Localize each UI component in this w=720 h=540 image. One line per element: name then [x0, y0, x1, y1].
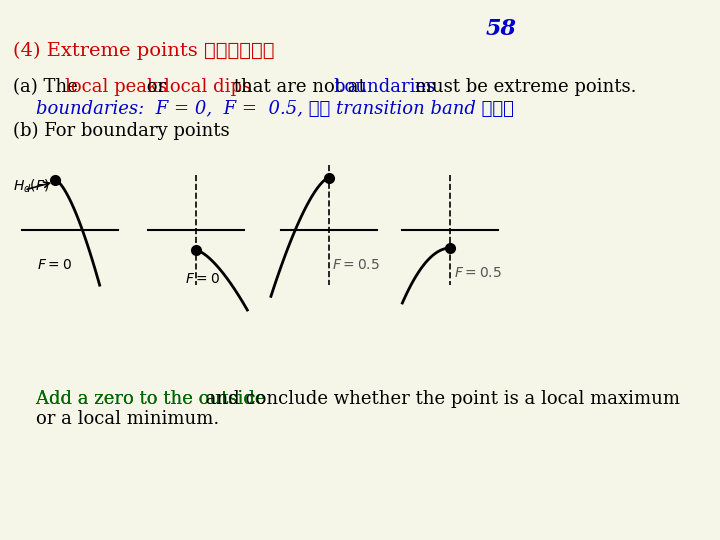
- Text: 58: 58: [486, 18, 517, 40]
- Text: (b) For boundary points: (b) For boundary points: [13, 122, 230, 140]
- Text: boundaries: boundaries: [334, 78, 436, 96]
- Text: (4) Extreme points 判斷的規則：: (4) Extreme points 判斷的規則：: [13, 42, 275, 60]
- Text: Add a zero to the outside: Add a zero to the outside: [13, 390, 266, 408]
- Text: $F=0.5$: $F=0.5$: [454, 266, 502, 280]
- Text: $F=0$: $F=0$: [184, 272, 220, 286]
- Text: must be extreme points.: must be extreme points.: [409, 78, 636, 96]
- Text: Add a zero to the outside: Add a zero to the outside: [13, 390, 266, 408]
- Text: $F=0$: $F=0$: [37, 258, 72, 272]
- Text: or a local minimum.: or a local minimum.: [13, 410, 220, 428]
- Text: boundaries:  F = 0,  F =  0.5, 以及 transition band 的兩端: boundaries: F = 0, F = 0.5, 以及 transitio…: [13, 100, 514, 118]
- Text: or: or: [140, 78, 171, 96]
- Text: and conclude whether the point is a local maximum: and conclude whether the point is a loca…: [199, 390, 680, 408]
- Text: $F=0.5$: $F=0.5$: [332, 258, 380, 272]
- Text: Add a zero to the outside and conclude whether the point is a local maximum: Add a zero to the outside and conclude w…: [13, 390, 720, 408]
- Text: $H_d(F)$: $H_d(F)$: [12, 178, 49, 195]
- Text: that are not at: that are not at: [228, 78, 372, 96]
- Text: (a) The: (a) The: [13, 78, 84, 96]
- Text: local dips: local dips: [163, 78, 251, 96]
- Text: local peaks: local peaks: [66, 78, 168, 96]
